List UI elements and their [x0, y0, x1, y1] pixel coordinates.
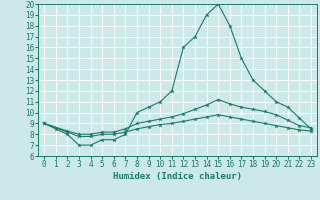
X-axis label: Humidex (Indice chaleur): Humidex (Indice chaleur)	[113, 172, 242, 181]
